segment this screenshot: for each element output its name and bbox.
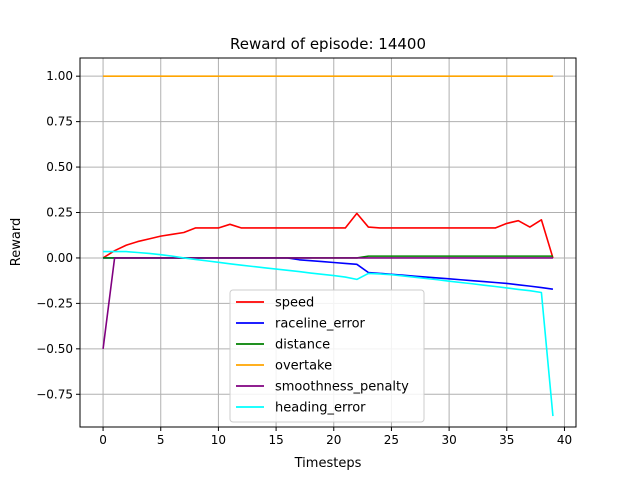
legend-label: smoothness_penalty (275, 380, 409, 395)
legend-label: overtake (275, 359, 332, 374)
x-tick-label: 30 (441, 433, 456, 447)
y-axis-ticks: −0.75 −0.50 −0.25 0.00 0.25 0.50 0.75 1.00 (36, 69, 80, 401)
x-tick-label: 20 (326, 433, 341, 447)
x-tick-label: 40 (557, 433, 572, 447)
plot-frame (79, 57, 577, 428)
y-axis-label: Reward (9, 218, 24, 266)
legend-label: distance (275, 338, 330, 353)
x-tick-label: 10 (211, 433, 226, 447)
y-tick-label: −0.75 (36, 387, 73, 401)
legend-label: raceline_error (275, 317, 366, 332)
x-axis-ticks: 0 5 10 15 20 25 30 35 40 (99, 427, 572, 447)
x-tick-label: 15 (268, 433, 283, 447)
y-tick-label: −0.25 (36, 296, 73, 310)
series-line-smoothness-penalty (102, 257, 553, 349)
y-tick-label: 0.25 (46, 206, 73, 220)
series-line-heading-error (103, 250, 554, 417)
legend-box (229, 289, 425, 423)
chart-title: Reward of episode: 14400 (230, 35, 426, 53)
series-lines (102, 75, 554, 417)
series-line-speed (102, 212, 554, 259)
y-tick-label: 0.75 (46, 115, 73, 129)
legend-label: speed (275, 296, 314, 311)
x-tick-label: 0 (99, 433, 107, 447)
legend-label: heading_error (275, 401, 366, 416)
y-tick-label: −0.50 (36, 342, 73, 356)
x-tick-label: 35 (499, 433, 514, 447)
x-tick-label: 5 (157, 433, 165, 447)
x-tick-label: 25 (384, 433, 399, 447)
x-axis-label: Timesteps (294, 456, 362, 471)
y-tick-label: 0.00 (46, 251, 73, 265)
y-tick-label: 0.50 (46, 160, 73, 174)
y-tick-label: 1.00 (46, 69, 73, 83)
legend: speed raceline_error distance overtake smoot… (229, 289, 425, 423)
series-line-raceline-error (103, 257, 554, 291)
